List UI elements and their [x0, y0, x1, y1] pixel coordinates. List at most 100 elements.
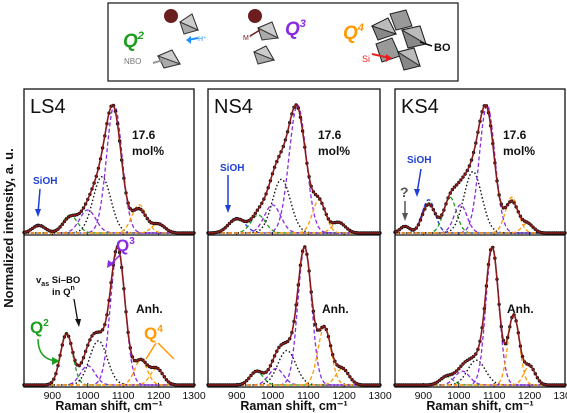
panel-ns4: 900 1000 1100 1200 1300 Raman shift, cm⁻¹ NS4 1… — [206, 88, 392, 413]
panel-label: KS4 — [401, 96, 439, 118]
spectrum-ls4-anhydrous — [22, 245, 196, 387]
component-q4 — [395, 312, 565, 386]
total-fit — [394, 103, 565, 234]
q3-band-label: Q3 — [116, 236, 135, 255]
component-sibo — [24, 340, 194, 386]
spectrum-ns4-hydrous — [206, 103, 382, 235]
component-sibo — [395, 170, 565, 234]
total-fit — [23, 104, 194, 234]
sioh-arrowhead — [414, 189, 420, 197]
x-axis-label: Raman shift, cm⁻¹ — [426, 399, 533, 413]
condition-unit: mol% — [132, 144, 164, 158]
x-tick-label: 1000 — [76, 390, 100, 402]
x-tick-label: 1300 — [553, 390, 567, 402]
x-tick-label: 1100 — [483, 390, 506, 402]
spectrum-ks4-anhydrous — [393, 245, 567, 387]
sioh-arrowhead — [35, 209, 41, 217]
q4-structure-icon — [370, 9, 433, 71]
component-q2 — [395, 196, 565, 234]
panel-label: NS4 — [214, 96, 253, 118]
m-plus-label: M⁺ — [243, 34, 253, 42]
total-fit — [24, 245, 194, 386]
component-q4 — [395, 196, 565, 234]
q2-label: Q2 — [123, 30, 144, 52]
x-tick-label: 1200 — [332, 390, 356, 402]
q3-arrowhead — [107, 260, 114, 268]
panel-frame — [207, 88, 381, 388]
x-tick-label: 1000 — [261, 390, 285, 402]
si-label: Si — [362, 54, 370, 64]
q3-label-sup: 3 — [300, 18, 306, 30]
x-tick-label: 1100 — [297, 390, 320, 402]
sioh-label: SiOH — [33, 176, 57, 187]
anhydrous-label: Anh. — [507, 302, 534, 316]
x-tick-label: 1200 — [147, 390, 171, 402]
panel-frame — [23, 88, 195, 388]
panel-ls4: 900 1000 1100 1200 1300 Raman shift, cm⁻¹ LS4 1… — [22, 88, 206, 413]
nbo-label: NBO — [124, 57, 141, 66]
y-axis-label: Normalized intensity, a. u. — [1, 148, 16, 307]
condition-unit: mol% — [503, 144, 535, 158]
q4-band-label: Q4 — [144, 324, 163, 343]
panel-ks4: 900 1000 1100 1200 1300 Raman shift, cm⁻¹ KS4 1… — [393, 88, 567, 413]
q4-label-text: Q — [343, 23, 358, 44]
component-q3 — [24, 104, 194, 234]
q2-label-text: Q — [123, 31, 138, 52]
structure-legend-box: Q2 H⁺ NBO M⁺ Q3 — [107, 2, 459, 82]
x-tick-label: 900 — [44, 390, 62, 402]
q4-label: Q4 — [343, 22, 364, 44]
panel-frame — [394, 88, 566, 388]
total-fit — [208, 104, 380, 234]
q4-label-sup: 4 — [357, 22, 364, 34]
q4-arrow-2 — [157, 342, 175, 360]
unknown-band-label: ? — [400, 184, 409, 200]
q2-label-sup: 2 — [137, 30, 144, 42]
sioh-arrowhead — [225, 205, 231, 213]
unknown-arrowhead — [402, 213, 408, 221]
q3-label-text: Q — [285, 19, 300, 40]
anhydrous-label: Anh. — [322, 302, 349, 316]
x-axis-label: Raman shift, cm⁻¹ — [55, 399, 162, 413]
x-tick-label: 1300 — [182, 390, 206, 402]
component-sibo — [208, 178, 380, 234]
q3-structure-icon — [248, 9, 279, 65]
component-q4 — [208, 199, 380, 234]
condition-value: 17.6 — [318, 128, 342, 142]
component-q2 — [208, 214, 380, 234]
x-axis-label: Raman shift, cm⁻¹ — [240, 399, 347, 413]
condition-value: 17.6 — [503, 128, 527, 142]
panels-layer: 900 1000 1100 1200 1300 Raman shift, cm⁻¹ LS4 1… — [22, 88, 567, 413]
q2-arrowhead — [52, 357, 60, 365]
vas-label-line2: in Qn — [52, 285, 75, 298]
sioh-label: SiOH — [220, 163, 244, 174]
h-plus-label: H⁺ — [198, 35, 207, 43]
x-tick-label: 1200 — [518, 390, 542, 402]
component-q3 — [24, 246, 194, 386]
x-tick-label: 1100 — [112, 390, 135, 402]
x-tick-label: 900 — [228, 390, 246, 402]
x-tick-label: 900 — [415, 390, 433, 402]
spectrum-ls4-hydrous — [22, 103, 196, 235]
x-tick-label: 1300 — [368, 390, 392, 402]
q4-arrow-1 — [145, 342, 157, 360]
bo-label: BO — [434, 42, 451, 54]
anhydrous-label: Anh. — [136, 302, 163, 316]
condition-unit: mol% — [318, 144, 350, 158]
component-sioh — [395, 199, 565, 234]
component-q4b — [395, 222, 565, 234]
component-q3 — [395, 246, 565, 386]
condition-value: 17.6 — [132, 128, 156, 142]
panel-label: LS4 — [30, 96, 66, 118]
component-q3b — [395, 370, 565, 386]
q3-label: Q3 — [285, 18, 306, 40]
vas-arrowhead — [75, 319, 81, 327]
vas-label-line1: vas Si–BO — [36, 275, 80, 288]
component-q4b — [24, 367, 194, 386]
x-tick-label: 1000 — [447, 390, 471, 402]
total-fit — [208, 245, 380, 386]
component-sibo — [208, 349, 380, 386]
q2-structure-icon — [152, 9, 199, 69]
q2-band-label: Q2 — [30, 318, 49, 337]
